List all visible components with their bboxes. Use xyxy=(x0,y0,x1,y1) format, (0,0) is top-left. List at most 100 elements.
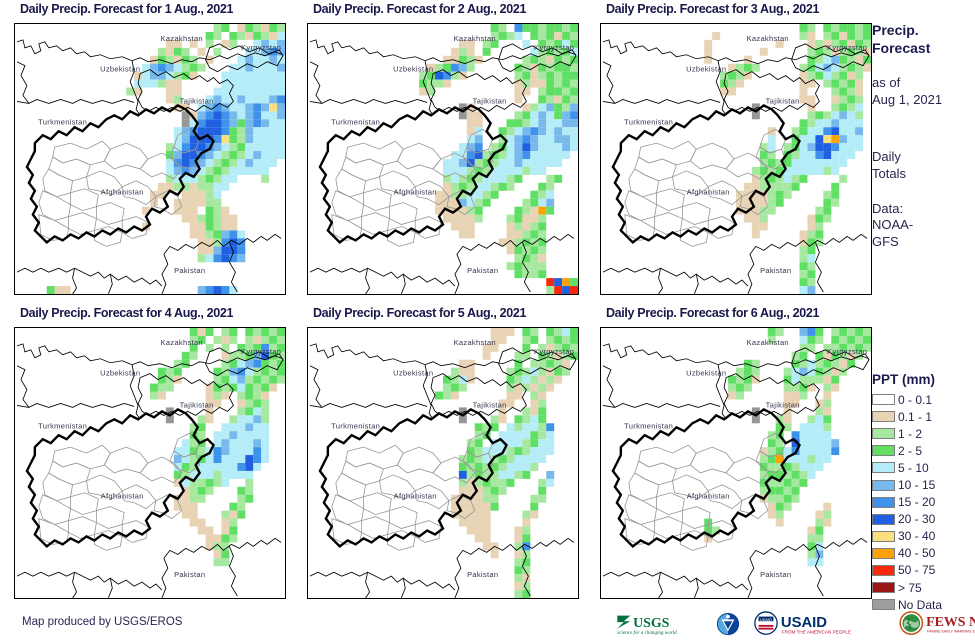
country-labels: Kazakhstan Kyrgyzstan Uzbekistan Tajikistan… xyxy=(38,34,281,275)
panel-title: Daily Precip. Forecast for 1 Aug., 2021 xyxy=(20,2,234,16)
legend-item: 2 - 5 xyxy=(872,442,975,459)
afghanistan-boundary xyxy=(318,104,508,244)
legend-rows: 0 - 0.1 0.1 - 1 1 - 2 2 - 5 5 - 10 10 - 15 15 … xyxy=(872,391,975,613)
svg-text:USAID: USAID xyxy=(760,617,772,622)
legend-swatch xyxy=(872,411,895,423)
legend: PPT (mm) 0 - 0.1 0.1 - 1 1 - 2 2 - 5 5 - 10 1… xyxy=(872,372,975,613)
country-label: Uzbekistan xyxy=(686,65,726,74)
totals-line1: Daily xyxy=(872,148,901,164)
data-source-line2: NOAA- xyxy=(872,217,914,233)
map-panel: Daily Precip. Forecast for 1 Aug., 2021 K… xyxy=(0,2,287,297)
map-panel: Daily Precip. Forecast for 4 Aug., 2021 K… xyxy=(0,306,287,601)
country-label: Tajikistan xyxy=(180,400,214,409)
country-label: Tajikistan xyxy=(766,96,800,105)
map-panel: Daily Precip. Forecast for 5 Aug., 2021 K… xyxy=(293,306,580,601)
country-label: Uzbekistan xyxy=(686,369,726,378)
country-label: Kazakhstan xyxy=(161,338,203,347)
legend-swatch xyxy=(872,496,895,508)
precip-map[interactable]: Kazakhstan Kyrgyzstan Uzbekistan Tajikistan… xyxy=(14,23,286,295)
country-labels: Kazakhstan Kyrgyzstan Uzbekistan Tajikistan… xyxy=(331,338,574,579)
as-of-block: as of Aug 1, 2021 xyxy=(872,75,975,109)
precip-map[interactable]: Kazakhstan Kyrgyzstan Uzbekistan Tajikistan… xyxy=(307,327,579,599)
panel-title: Daily Precip. Forecast for 3 Aug., 2021 xyxy=(606,2,820,16)
as-of-label: as of xyxy=(872,75,901,90)
country-label: Kyrgyzstan xyxy=(241,43,281,52)
info-sidebar: Precip. Forecast as of Aug 1, 2021 Daily… xyxy=(872,22,975,251)
svg-text:USGS: USGS xyxy=(633,616,670,631)
country-label: Afghanistan xyxy=(394,188,437,197)
sidebar-title-line2: Forecast xyxy=(872,39,931,56)
country-label: Kyrgyzstan xyxy=(534,43,574,52)
province-boundaries xyxy=(38,432,201,551)
afghanistan-boundary xyxy=(318,408,508,548)
legend-item: 50 - 75 xyxy=(872,562,975,579)
legend-item: 0.1 - 1 xyxy=(872,408,975,425)
country-labels: Kazakhstan Kyrgyzstan Uzbekistan Tajikistan… xyxy=(624,34,867,275)
country-labels: Kazakhstan Kyrgyzstan Uzbekistan Tajikistan… xyxy=(38,338,281,579)
afghanistan-boundary xyxy=(25,104,215,244)
legend-label: 0.1 - 1 xyxy=(898,409,933,424)
legend-swatch xyxy=(872,599,895,611)
precip-raster xyxy=(419,24,578,294)
panel-title: Daily Precip. Forecast for 6 Aug., 2021 xyxy=(606,306,820,320)
map-panel: Daily Precip. Forecast for 6 Aug., 2021 K… xyxy=(586,306,873,601)
legend-swatch xyxy=(872,394,895,406)
precip-map[interactable]: Kazakhstan Kyrgyzstan Uzbekistan Tajikistan… xyxy=(14,327,286,599)
legend-label: 5 - 10 xyxy=(898,460,929,475)
country-label: Tajikistan xyxy=(180,96,214,105)
province-boundaries xyxy=(331,432,494,551)
legend-label: 50 - 75 xyxy=(898,563,936,578)
precip-map[interactable]: Kazakhstan Kyrgyzstan Uzbekistan Tajikistan… xyxy=(600,23,872,295)
legend-label: 15 - 20 xyxy=(898,495,936,510)
legend-item: 30 - 40 xyxy=(872,528,975,545)
noaa-logo xyxy=(716,612,740,636)
precip-raster xyxy=(704,24,871,294)
country-label: Pakistan xyxy=(467,266,498,275)
country-label: Afghanistan xyxy=(394,492,437,501)
country-label: Afghanistan xyxy=(101,492,144,501)
country-label: Kazakhstan xyxy=(161,34,203,43)
legend-item: 0 - 0.1 xyxy=(872,391,975,408)
totals-block: Daily Totals xyxy=(872,149,975,183)
country-label: Kyrgyzstan xyxy=(534,347,574,356)
precip-raster xyxy=(150,328,285,567)
fewsnet-logo: FEWS NET FAMINE EARLY WARNING SYSTEMS NE… xyxy=(899,611,975,635)
country-label: Uzbekistan xyxy=(100,65,140,74)
afghanistan-boundary xyxy=(25,408,215,548)
legend-item: 1 - 2 xyxy=(872,425,975,442)
country-label: Kyrgyzstan xyxy=(241,347,281,356)
panel-title: Daily Precip. Forecast for 5 Aug., 2021 xyxy=(313,306,527,320)
data-source-label: Data: xyxy=(872,200,904,216)
svg-text:FROM THE AMERICAN PEOPLE: FROM THE AMERICAN PEOPLE xyxy=(782,629,851,634)
legend-item: 15 - 20 xyxy=(872,494,975,511)
legend-item: 10 - 15 xyxy=(872,476,975,493)
as-of-date: Aug 1, 2021 xyxy=(872,91,943,107)
country-label: Afghanistan xyxy=(687,492,730,501)
country-label: Uzbekistan xyxy=(100,369,140,378)
legend-label: 30 - 40 xyxy=(898,529,936,544)
country-label: Turkmenistan xyxy=(331,421,380,430)
precip-map[interactable]: Kazakhstan Kyrgyzstan Uzbekistan Tajikistan… xyxy=(307,23,579,295)
country-label: Turkmenistan xyxy=(38,117,87,126)
panel-title: Daily Precip. Forecast for 4 Aug., 2021 xyxy=(20,306,234,320)
legend-swatch xyxy=(872,582,895,594)
country-label: Kazakhstan xyxy=(454,34,496,43)
country-label: Turkmenistan xyxy=(38,421,87,430)
country-label: Kazakhstan xyxy=(454,338,496,347)
sidebar-title: Precip. Forecast xyxy=(872,22,975,57)
legend-swatch xyxy=(872,564,895,576)
country-label: Afghanistan xyxy=(687,188,730,197)
precip-raster xyxy=(435,328,578,598)
svg-text:USAID: USAID xyxy=(781,615,827,631)
precip-map[interactable]: Kazakhstan Kyrgyzstan Uzbekistan Tajikistan… xyxy=(600,327,872,599)
afghanistan-boundary xyxy=(611,104,801,244)
svg-text:FAMINE EARLY WARNING SYSTEMS N: FAMINE EARLY WARNING SYSTEMS NETWORK xyxy=(927,629,975,633)
legend-item: 40 - 50 xyxy=(872,545,975,562)
country-labels: Kazakhstan Kyrgyzstan Uzbekistan Tajikistan… xyxy=(624,338,867,579)
legend-title: PPT (mm) xyxy=(872,372,936,387)
country-labels: Kazakhstan Kyrgyzstan Uzbekistan Tajikistan… xyxy=(331,34,574,275)
svg-text:FEWS NET: FEWS NET xyxy=(926,615,975,630)
country-label: Turkmenistan xyxy=(624,117,673,126)
country-label: Tajikistan xyxy=(473,400,507,409)
